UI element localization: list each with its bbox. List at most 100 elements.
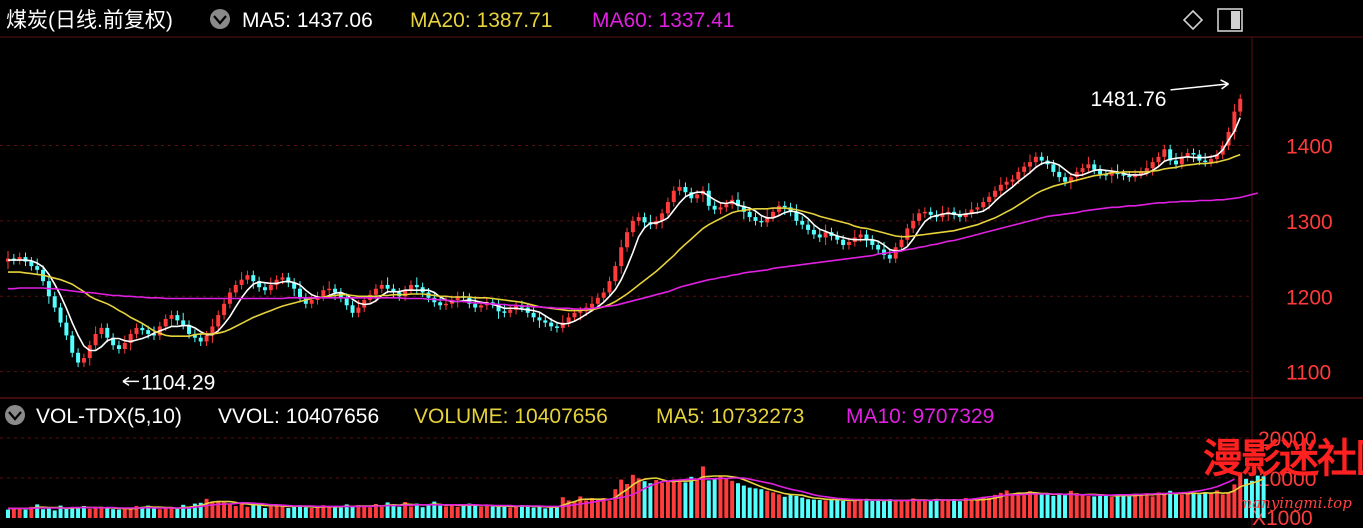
- candle-body: [333, 288, 338, 293]
- volume-bar: [1028, 491, 1032, 518]
- vol-ma10-label: MA10: 9707329: [846, 405, 994, 428]
- volume-bar: [46, 508, 51, 518]
- volume-bar: [473, 505, 478, 518]
- volume-bar: [788, 494, 793, 518]
- panel-toggle-icon[interactable]: [1217, 8, 1243, 32]
- candle-body: [222, 303, 227, 316]
- volume-bar: [876, 500, 881, 518]
- candle-body: [385, 284, 390, 289]
- volume-bar: [549, 507, 554, 518]
- volume-bar: [619, 479, 624, 518]
- candle-body: [1209, 159, 1214, 163]
- volume-bar: [379, 506, 384, 518]
- volume-bar: [169, 508, 174, 518]
- volume-bar: [695, 479, 700, 518]
- volume-bar: [116, 509, 121, 518]
- candle-body: [619, 247, 624, 267]
- candle-body: [560, 322, 565, 328]
- candle-body: [677, 186, 682, 191]
- candle-body: [607, 281, 612, 293]
- candle-body: [76, 352, 81, 363]
- volume-bar: [111, 509, 116, 518]
- candle-body: [957, 214, 962, 218]
- watermark-text: 漫影迷社区: [1203, 436, 1363, 482]
- volume-bar: [998, 492, 1003, 518]
- candle-body: [403, 290, 408, 297]
- chevron-down-icon[interactable]: [210, 9, 230, 29]
- volume-bar: [1209, 493, 1214, 518]
- candle-body: [811, 229, 816, 235]
- candle-body: [473, 303, 478, 308]
- y-tick-label: 1100: [1286, 362, 1331, 385]
- candle-body: [508, 309, 513, 313]
- volume-bar: [718, 475, 723, 518]
- volume-bar: [502, 505, 507, 518]
- y-tick-label: 1200: [1286, 286, 1333, 309]
- volume-bar: [514, 506, 519, 518]
- candle-body: [1168, 149, 1173, 161]
- volume-bar: [344, 504, 349, 518]
- volume-bar: [1086, 496, 1091, 518]
- candle-body: [391, 288, 396, 293]
- volume-bar: [1039, 494, 1044, 518]
- volume-label: VOLUME: 10407656: [414, 405, 608, 428]
- candle-body: [356, 307, 361, 313]
- ma5-line: [8, 117, 1241, 352]
- candle-body: [438, 302, 443, 306]
- volume-bar: [671, 479, 676, 518]
- ma20-label: MA20: 1387.71: [410, 9, 552, 32]
- volume-bar: [11, 507, 16, 518]
- volume-bar: [882, 501, 886, 518]
- ma60-label: MA60: 1337.41: [592, 9, 734, 32]
- candle-body: [58, 307, 63, 323]
- candle-body: [531, 312, 536, 318]
- candle-body: [636, 217, 641, 221]
- chevron-down-icon[interactable]: [5, 405, 25, 425]
- candle-body: [595, 297, 600, 304]
- volume-bar: [823, 500, 828, 518]
- candle-body: [992, 190, 997, 197]
- volume-bar: [408, 506, 413, 518]
- volume-bar: [280, 505, 285, 518]
- volume-bar: [613, 489, 618, 518]
- volume-bar: [420, 507, 425, 518]
- candle-body: [122, 342, 127, 350]
- volume-bar: [1022, 495, 1027, 518]
- candle-body: [81, 358, 86, 363]
- candle-body: [280, 277, 285, 280]
- volume-bar: [239, 504, 244, 518]
- volume-bar: [157, 509, 162, 518]
- candle-body: [689, 192, 694, 199]
- candle-body: [268, 284, 273, 291]
- candle-body: [1074, 171, 1079, 178]
- volume-bar: [461, 504, 466, 518]
- volume-bar: [6, 509, 10, 518]
- candle-body: [671, 190, 676, 203]
- annotation-high: 1481.76: [1091, 88, 1167, 111]
- candle-body: [408, 284, 413, 291]
- volume-bar: [1255, 475, 1260, 518]
- volume-bar: [309, 508, 314, 518]
- candle-body: [496, 303, 501, 312]
- volume-bar: [1016, 492, 1021, 518]
- volume-bar: [198, 502, 203, 518]
- volume-bar: [414, 503, 419, 518]
- volume-bar: [1185, 492, 1190, 518]
- volume-bar: [660, 482, 665, 518]
- diamond-icon[interactable]: [1182, 9, 1204, 31]
- annotation-arrow: [122, 376, 139, 387]
- volume-bar: [899, 499, 904, 518]
- candle-body: [549, 322, 554, 327]
- candle-body: [1150, 162, 1155, 169]
- volume-bar: [776, 494, 781, 518]
- annotation-arrow: [1170, 79, 1229, 91]
- volume-bar: [525, 506, 530, 518]
- volume-bar: [706, 480, 711, 518]
- volume-bar: [152, 508, 156, 518]
- ma5-label: MA5: 1437.06: [242, 9, 373, 32]
- candle-body: [537, 317, 542, 321]
- volume-bar: [70, 507, 75, 518]
- volume-bar: [922, 499, 927, 518]
- volume-bar: [286, 508, 291, 518]
- candle-body: [1156, 156, 1161, 163]
